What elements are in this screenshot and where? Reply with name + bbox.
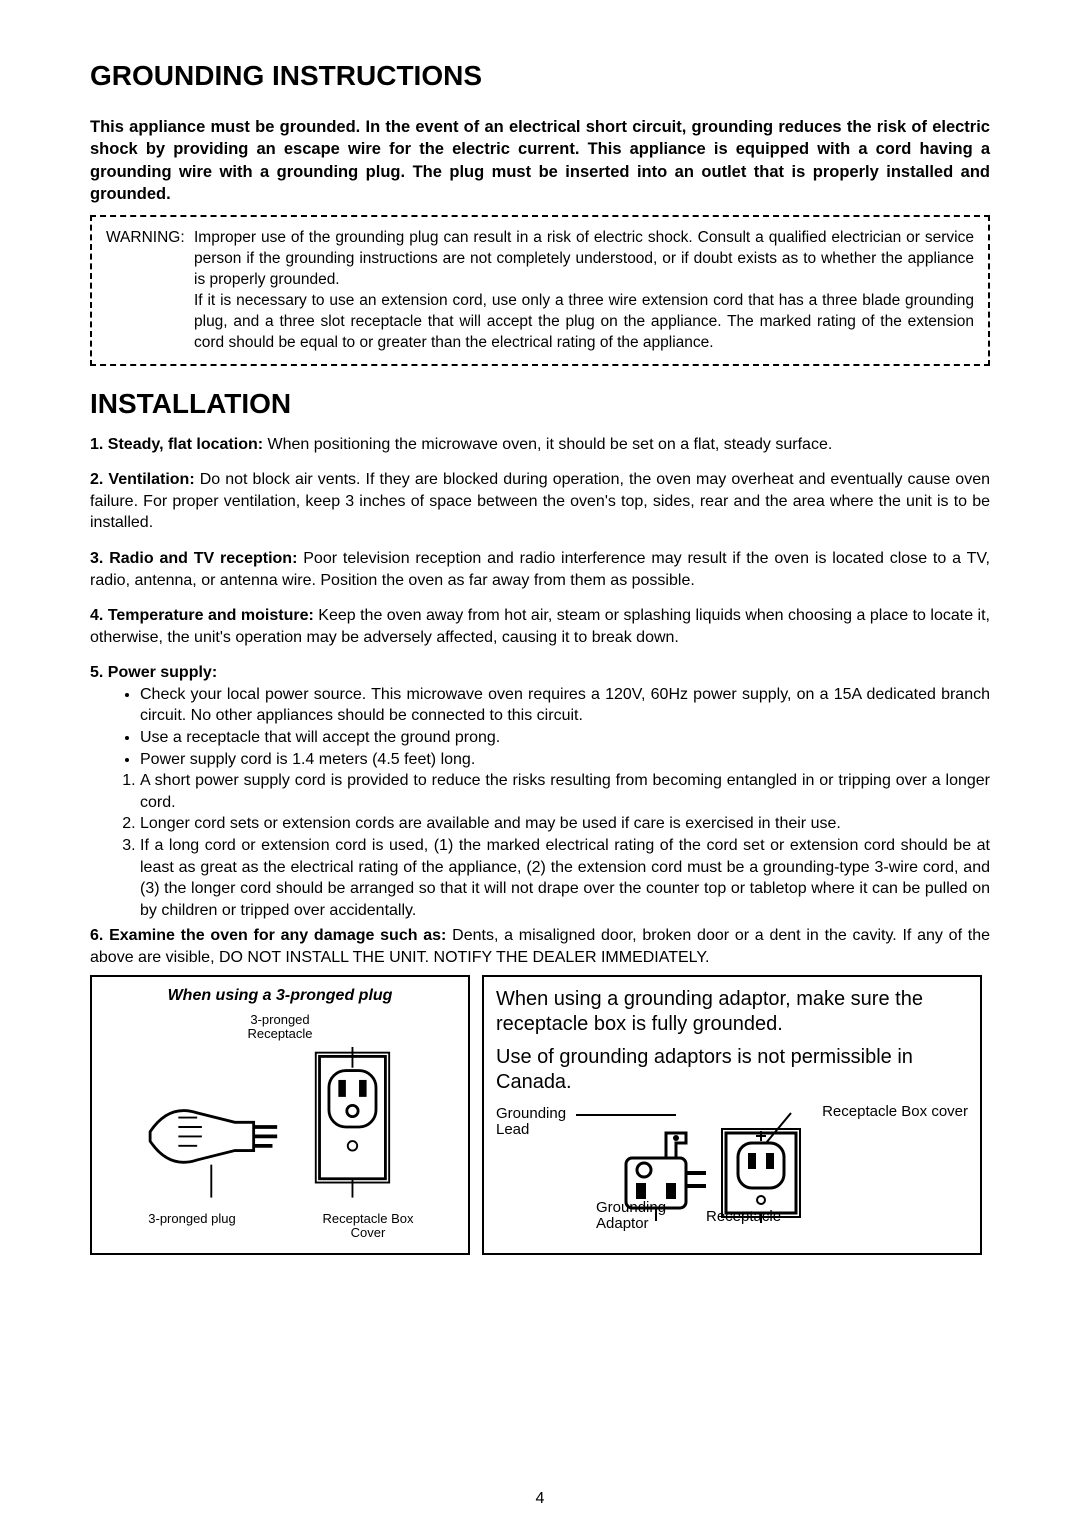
install-item-5: 5. Power supply: Check your local power …: [90, 662, 990, 921]
install-item-1: 1. Steady, flat location: When positioni…: [90, 434, 990, 456]
figure-3prong-box-label: Receptacle Box Cover: [318, 1212, 418, 1241]
page-content: GROUNDING INSTRUCTIONS This appliance mu…: [90, 60, 990, 1255]
install-item-5-bullets: Check your local power source. This micr…: [120, 684, 990, 770]
install-item-4: 4. Temperature and moisture: Keep the ov…: [90, 605, 990, 648]
install-item-6: 6. Examine the oven for any damage such …: [90, 925, 990, 968]
figure-adaptor-p1: When using a grounding adaptor, make sur…: [496, 987, 968, 1037]
figure-3prong-title: When using a 3-pronged plug: [104, 987, 456, 1005]
grounding-title: GROUNDING INSTRUCTIONS: [90, 60, 990, 92]
list-item: Longer cord sets or extension cords are …: [140, 813, 990, 835]
install-item-2: 2. Ventilation: Do not block air vents. …: [90, 469, 990, 534]
list-item: If a long cord or extension cord is used…: [140, 835, 990, 921]
installation-title: INSTALLATION: [90, 388, 990, 420]
warning-box: WARNING: Improper use of the grounding p…: [90, 215, 990, 365]
page-number: 4: [0, 1490, 1080, 1508]
figure-adaptor-p2: Use of grounding adaptors is not permiss…: [496, 1045, 968, 1095]
figure-3prong-svg: [104, 1047, 456, 1207]
list-item: Use a receptacle that will accept the gr…: [140, 727, 990, 749]
list-item: A short power supply cord is provided to…: [140, 770, 990, 813]
figure-3prong-plug-label: 3-pronged plug: [142, 1212, 242, 1241]
list-item: Check your local power source. This micr…: [140, 684, 990, 727]
install-item-1-label: 1. Steady, flat location:: [90, 436, 263, 453]
list-item: Power supply cord is 1.4 meters (4.5 fee…: [140, 749, 990, 771]
warning-text: Improper use of the grounding plug can r…: [194, 227, 974, 353]
install-item-5-label: 5. Power supply:: [90, 664, 217, 681]
install-item-2-label: 2. Ventilation:: [90, 471, 195, 488]
install-item-1-text: When positioning the microwave oven, it …: [263, 436, 832, 453]
warning-label: WARNING:: [106, 227, 194, 353]
install-item-3: 3. Radio and TV reception: Poor televisi…: [90, 548, 990, 591]
figures-row: When using a 3-pronged plug 3-pronged Re…: [90, 975, 990, 1255]
figure-3prong-top-label: 3-pronged Receptacle: [220, 1013, 340, 1042]
figure-adaptor-svg: [496, 1103, 972, 1233]
install-item-2-text: Do not block air vents. If they are bloc…: [90, 471, 990, 531]
install-item-5-numlist: A short power supply cord is provided to…: [120, 770, 990, 921]
warning-p1: Improper use of the grounding plug can r…: [194, 227, 974, 290]
grounding-intro: This appliance must be grounded. In the …: [90, 116, 990, 205]
warning-p2: If it is necessary to use an extension c…: [194, 290, 974, 353]
install-item-6-label: 6. Examine the oven for any damage such …: [90, 927, 446, 944]
figure-adaptor: When using a grounding adaptor, make sur…: [482, 975, 982, 1255]
install-item-3-label: 3. Radio and TV reception:: [90, 550, 297, 567]
install-item-4-label: 4. Temperature and moisture:: [90, 607, 314, 624]
figure-3prong: When using a 3-pronged plug 3-pronged Re…: [90, 975, 470, 1255]
